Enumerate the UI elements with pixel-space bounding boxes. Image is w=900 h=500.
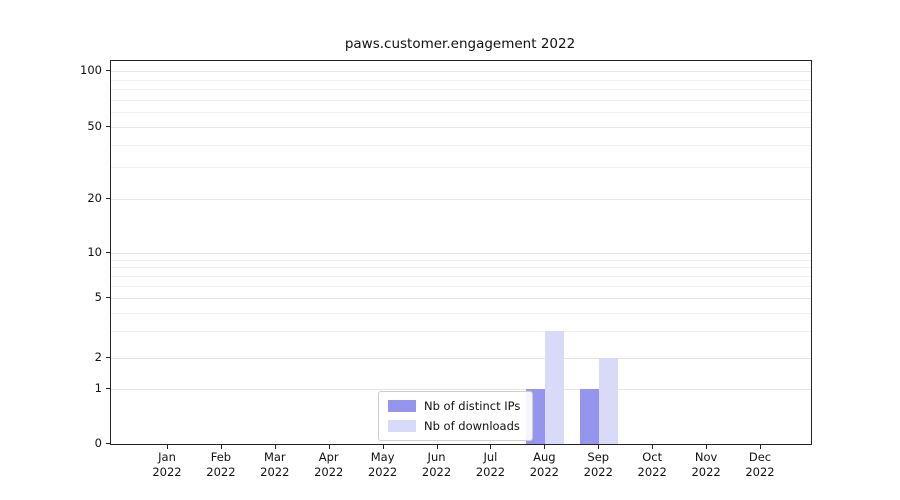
y-tick-mark: [106, 357, 110, 358]
major-gridline: [111, 358, 811, 359]
legend: Nb of distinct IPs Nb of downloads: [378, 391, 534, 441]
x-tick-label: May 2022: [367, 450, 398, 479]
major-gridline: [111, 127, 811, 128]
x-tick-mark: [436, 445, 438, 449]
minor-gridline: [111, 331, 811, 333]
x-tick-mark: [760, 445, 761, 449]
y-tick-mark: [106, 70, 110, 71]
legend-label-distinct-ips: Nb of distinct IPs: [424, 399, 521, 413]
bar-downloads: [599, 358, 619, 444]
minor-gridline: [111, 99, 811, 101]
minor-gridline: [111, 267, 811, 269]
legend-swatch-downloads: [388, 420, 416, 432]
bar-distinct-ips: [580, 389, 600, 444]
major-gridline: [111, 71, 811, 72]
legend-item-downloads: Nb of downloads: [388, 419, 520, 433]
plot-area: Nb of distinct IPs Nb of downloads: [110, 60, 812, 445]
y-tick-mark: [106, 297, 110, 298]
major-gridline: [111, 389, 811, 390]
y-tick-label: 10: [87, 245, 102, 259]
y-tick-mark: [106, 443, 110, 444]
x-tick-label: Sep 2022: [583, 450, 613, 479]
x-tick-mark: [490, 445, 492, 449]
y-tick-label: 20: [87, 191, 102, 205]
minor-gridline: [111, 286, 811, 288]
major-gridline: [111, 253, 811, 254]
minor-gridline: [111, 144, 811, 146]
x-tick-label: Oct 2022: [637, 450, 667, 479]
y-tick-label: 50: [87, 119, 102, 133]
minor-gridline: [111, 112, 811, 114]
y-tick-mark: [106, 126, 110, 127]
major-gridline: [111, 199, 811, 200]
x-tick-mark: [328, 445, 330, 449]
x-tick-label: Dec 2022: [745, 450, 775, 479]
x-tick-mark: [598, 445, 600, 449]
y-tick-label: 5: [94, 290, 102, 304]
bar-downloads: [545, 331, 565, 444]
x-tick-mark: [544, 445, 546, 449]
minor-gridline: [111, 79, 811, 81]
x-tick-label: Mar 2022: [260, 450, 290, 479]
x-tick-mark: [274, 445, 276, 449]
x-tick-label: Feb 2022: [206, 450, 236, 479]
y-tick-label: 2: [94, 350, 102, 364]
y-tick-mark: [106, 198, 110, 199]
x-tick-label: Nov 2022: [691, 450, 721, 479]
minor-gridline: [111, 167, 811, 169]
minor-gridline: [111, 259, 811, 261]
x-tick-mark: [382, 445, 384, 449]
minor-gridline: [111, 312, 811, 314]
chart-title: paws.customer.engagement 2022: [344, 36, 576, 52]
y-tick-label: 1: [94, 381, 102, 395]
major-gridline: [111, 298, 811, 299]
minor-gridline: [111, 89, 811, 91]
x-tick-mark: [167, 445, 168, 449]
legend-label-downloads: Nb of downloads: [424, 419, 520, 433]
y-tick-label: 0: [94, 436, 102, 450]
x-tick-mark: [220, 445, 222, 449]
x-tick-label: Jan 2022: [152, 450, 182, 479]
y-tick-mark: [106, 252, 110, 253]
minor-gridline: [111, 276, 811, 278]
x-tick-label: Jun 2022: [421, 450, 452, 479]
x-tick-mark: [706, 445, 708, 449]
legend-item-distinct-ips: Nb of distinct IPs: [388, 399, 520, 413]
x-tick-mark: [652, 445, 654, 449]
x-tick-label: Apr 2022: [314, 450, 344, 479]
x-tick-label: Jul 2022: [475, 450, 506, 479]
legend-swatch-distinct-ips: [388, 400, 416, 412]
y-tick-mark: [106, 388, 110, 389]
y-tick-label: 100: [80, 63, 102, 77]
x-tick-label: Aug 2022: [529, 450, 559, 479]
